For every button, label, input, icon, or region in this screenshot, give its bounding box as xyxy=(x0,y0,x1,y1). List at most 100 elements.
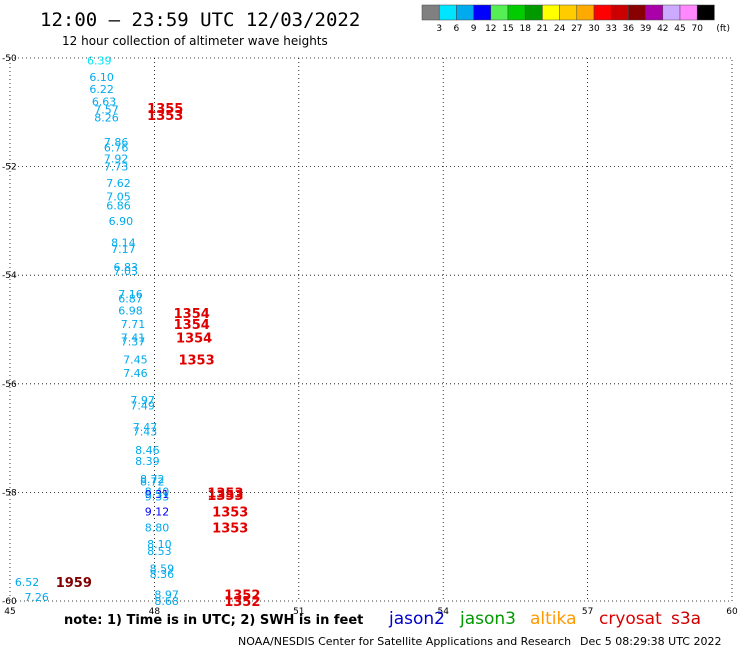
swh-value-label: 8.26 xyxy=(94,112,119,125)
colorbar-label: 70 xyxy=(691,24,703,34)
pass-time-label: 1353 xyxy=(207,489,243,504)
swh-value-label: 8.39 xyxy=(135,455,160,468)
colorbar-label: 12 xyxy=(485,24,496,34)
mission-altika: altika xyxy=(530,609,577,629)
footer-timestamp: Dec 5 08:29:38 UTC 2022 xyxy=(580,635,721,648)
x-tick-label: 60 xyxy=(726,607,738,617)
colorbar-swatch xyxy=(662,4,681,21)
swh-value-label: 7.26 xyxy=(24,591,49,604)
swh-value-label: 8.59 xyxy=(150,562,175,575)
swh-value-label: 7.16 xyxy=(118,288,143,301)
y-tick-label: -52 xyxy=(2,163,17,173)
colorbar-label: 36 xyxy=(623,24,635,34)
pass-time-label: 1354 xyxy=(174,307,210,322)
chart-title: 12:00 – 23:59 UTC 12/03/2022 xyxy=(40,9,360,31)
pass-time-label: 1353 xyxy=(178,353,214,368)
y-tick-label: -58 xyxy=(2,488,17,498)
colorbar-label: 45 xyxy=(674,24,685,34)
y-tick-label: -56 xyxy=(2,380,17,390)
pass-time-label: 1354 xyxy=(174,318,210,333)
swh-value-label: 8.72 xyxy=(140,473,165,486)
colorbar-swatch xyxy=(576,4,595,21)
swh-value-label: 9.12 xyxy=(145,505,170,518)
swh-value-label: 6.98 xyxy=(118,304,143,317)
grid-lines xyxy=(10,58,732,601)
colorbar-swatch xyxy=(645,4,664,21)
colorbar-swatch xyxy=(490,4,509,21)
colorbar-label: 15 xyxy=(502,24,513,34)
swh-value-label: 8.68 xyxy=(154,595,179,608)
swh-value-label: 6.10 xyxy=(89,71,114,84)
swh-value-label: 9.33 xyxy=(145,491,170,504)
colorbar-swatch xyxy=(679,4,698,21)
colorbar-swatch xyxy=(559,4,578,21)
swh-value-label: 8.10 xyxy=(147,538,172,551)
pass-time-label: 1353 xyxy=(147,109,183,124)
y-tick-label: -60 xyxy=(2,597,17,607)
plot-area xyxy=(9,57,733,602)
swh-value-label: 6.52 xyxy=(15,576,39,589)
chart-subtitle: 12 hour collection of altimeter wave hei… xyxy=(62,34,328,48)
swh-value-label: 6.22 xyxy=(89,83,114,96)
swh-value-label: 6.86 xyxy=(106,200,130,213)
x-tick-label: 57 xyxy=(582,607,593,617)
colorbar-swatch xyxy=(696,4,715,21)
pass-time-label: 1353 xyxy=(212,522,248,537)
swh-value-label: 7.43 xyxy=(133,426,158,439)
mission-jason3: jason3 xyxy=(459,609,516,629)
swh-value-label: 8.40 xyxy=(145,485,170,498)
pass-time-label: 1355 xyxy=(147,102,183,117)
x-tick-label: 48 xyxy=(149,607,161,617)
x-tick-label: 54 xyxy=(437,607,449,617)
swh-value-label: 7.92 xyxy=(104,152,129,165)
colorbar-swatch xyxy=(610,4,629,21)
swh-value-label: 7.17 xyxy=(111,243,136,256)
y-tick-label: -50 xyxy=(2,54,17,64)
colorbar-label: 39 xyxy=(640,24,652,34)
pass-time-label: 1959 xyxy=(56,576,92,591)
colorbar-label: 9 xyxy=(471,24,477,34)
wave-height-labels: 6.39 6.106.226.637.578.26 7.866.767.927.73… xyxy=(15,55,179,608)
pass-time-label: 1352 xyxy=(224,588,260,603)
colorbar-swatch xyxy=(456,4,474,21)
mission-cryosat: cryosat xyxy=(599,609,662,629)
swh-value-label: 7.49 xyxy=(130,400,155,413)
swh-value-label: 8.53 xyxy=(147,545,172,558)
swh-value-label: 7.45 xyxy=(123,353,148,366)
footer-note: note: 1) Time is in UTC; 2) SWH is in fe… xyxy=(64,613,363,628)
pass-time-label: 1353 xyxy=(212,505,248,520)
swh-value-label: 8.14 xyxy=(111,237,136,250)
colorbar-label: 24 xyxy=(554,24,566,34)
x-tick-label: 45 xyxy=(4,607,15,617)
swh-value-label: 7.46 xyxy=(123,367,148,380)
swh-value-label: 7.03 xyxy=(113,265,138,278)
colorbar-swatch xyxy=(438,4,457,21)
colorbar-label: 33 xyxy=(605,24,616,34)
swh-value-label: 8.72 xyxy=(140,476,165,489)
swh-value-label: 6.83 xyxy=(113,261,138,274)
swh-value-label: 8.97 xyxy=(154,588,179,601)
colorbar-label: 27 xyxy=(571,24,582,34)
swh-value-label: 7.62 xyxy=(106,177,130,190)
swh-value-label: 6.87 xyxy=(118,293,143,306)
x-axis-ticks: 45 48 51 54 57 60 xyxy=(4,607,738,617)
colorbar-swatch xyxy=(593,4,612,21)
swh-value-label: 6.76 xyxy=(104,142,129,155)
swh-value-label: 6.63 xyxy=(92,95,117,108)
colorbar-swatch xyxy=(507,4,526,21)
swh-value-label: 7.37 xyxy=(121,335,146,348)
colorbar-label: 42 xyxy=(657,24,668,34)
x-tick-label: 51 xyxy=(293,607,304,617)
colorbar-swatch xyxy=(628,4,646,21)
swh-value-label: 9.31 xyxy=(145,488,170,501)
colorbar-label: 6 xyxy=(454,24,460,34)
colorbar-swatch xyxy=(542,4,560,21)
pass-time-label: 1354 xyxy=(176,332,212,347)
colorbar-swatch xyxy=(473,4,492,21)
swh-value-label: 8.36 xyxy=(150,568,175,581)
mission-legend: jason2 jason3 altika cryosat s3a xyxy=(388,609,701,629)
colorbar-label: 18 xyxy=(519,24,531,34)
colorbar-swatch xyxy=(421,4,440,21)
mission-jason2: jason2 xyxy=(388,609,445,629)
colorbar-label: 21 xyxy=(537,24,548,34)
